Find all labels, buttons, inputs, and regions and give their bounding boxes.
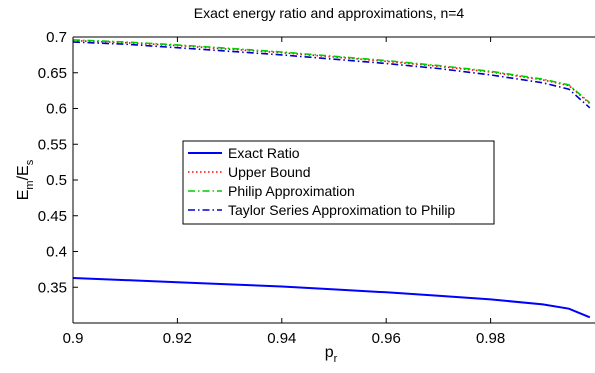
y-axis-label-e1: E xyxy=(15,190,32,201)
x-tick-label: 0.96 xyxy=(372,330,401,347)
y-tick-label: 0.55 xyxy=(38,136,67,153)
y-tick-label: 0.65 xyxy=(38,65,67,82)
legend-box xyxy=(182,140,495,225)
y-axis-label-e2: E xyxy=(15,165,32,176)
legend-label-2: Philip Approximation xyxy=(228,183,355,199)
x-tick-label: 0.9 xyxy=(63,330,84,347)
x-axis-ticks: 0.9 0.92 0.94 0.96 0.98 xyxy=(63,37,505,347)
y-axis-label: Em/Es xyxy=(15,159,36,200)
x-tick-label: 0.94 xyxy=(267,330,296,347)
x-axis-label-sub: r xyxy=(334,353,338,365)
series-line-1 xyxy=(72,39,591,105)
legend-items: Exact Ratio Upper Bound Philip Approximati… xyxy=(188,145,455,218)
x-tick-label: 0.98 xyxy=(476,330,505,347)
x-axis-label-main: p xyxy=(325,344,334,361)
legend-label-3: Taylor Series Approximation to Philip xyxy=(228,202,455,218)
legend-label-0: Exact Ratio xyxy=(228,145,300,161)
series-line-0 xyxy=(72,277,591,319)
x-axis-label: pr xyxy=(325,344,338,365)
series-lines xyxy=(72,39,591,319)
legend: Exact Ratio Upper Bound Philip Approximati… xyxy=(182,140,495,225)
y-axis-label-s: s xyxy=(24,159,36,165)
y-tick-label: 0.5 xyxy=(46,172,67,189)
y-tick-label: 0.45 xyxy=(38,208,67,225)
y-tick-label: 0.6 xyxy=(46,101,67,118)
x-tick-label: 0.92 xyxy=(163,330,192,347)
y-axis-ticks: 0.35 0.4 0.45 0.5 0.55 0.6 0.65 0.7 xyxy=(38,29,78,296)
y-tick-label: 0.35 xyxy=(38,279,67,296)
y-tick-label: 0.4 xyxy=(46,244,67,261)
legend-label-1: Upper Bound xyxy=(228,164,311,180)
chart-title: Exact energy ratio and approximations, n… xyxy=(194,5,465,21)
y-axis-label-m: m xyxy=(24,180,36,189)
y-tick-label: 0.7 xyxy=(46,29,67,46)
y-axis-label-slash: / xyxy=(15,175,32,180)
